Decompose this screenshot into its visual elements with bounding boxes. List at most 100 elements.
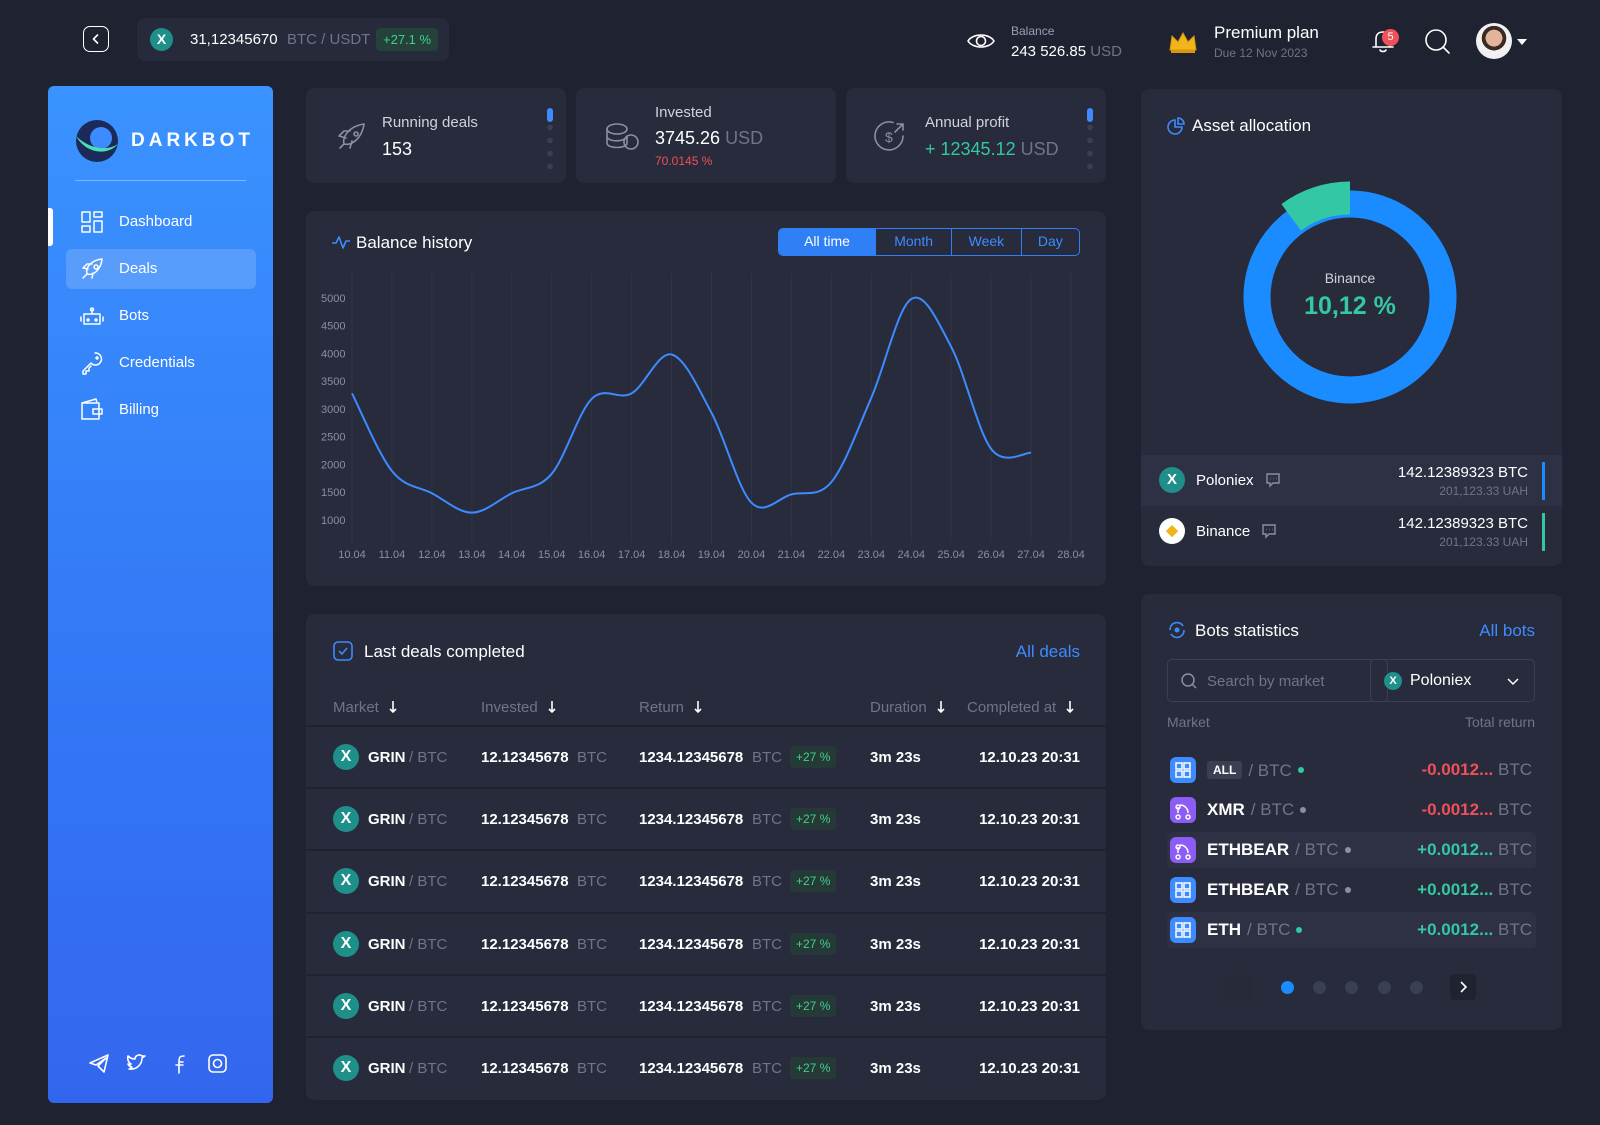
column-header[interactable]: Invested [481,700,556,715]
back-button[interactable] [83,26,109,52]
row-separator [306,973,1106,976]
panel-title: Balance history [356,233,473,252]
period-button[interactable]: Day [1020,229,1079,255]
column-header[interactable]: Duration [870,700,945,715]
invested-unit: BTC [577,1060,607,1077]
decoration [1507,678,1519,686]
deal-row[interactable]: X GRIN / BTC 12.12345678 BTC 1234.12345678 BTC… [306,914,1106,974]
stat-card: Invested 3745.26 USD 70.0145 % [576,88,836,183]
bot-row[interactable]: ALL / BTC -0.0012... BTC [1167,752,1536,788]
deal-row[interactable]: X GRIN / BTC 12.12345678 BTC 1234.12345678 BTC… [306,851,1106,911]
bot-row[interactable]: ETH / BTC +0.0012... BTC [1167,912,1536,948]
decoration [1169,621,1185,639]
ticker[interactable]: X 31,12345670 BTC / USDT +27.1 % [137,18,449,61]
page-dot[interactable] [1281,981,1294,994]
exchange-row[interactable]: ◆ Binance 142.12389323 BTC 201,123.33 UAH [1141,506,1562,557]
nav-item[interactable]: Billing [66,390,256,430]
panel-title: Bots statistics [1195,621,1299,640]
all-deals-link[interactable]: All deals [1015,642,1080,661]
bot-row[interactable]: XMR / BTC -0.0012... BTC [1167,792,1536,828]
column-header[interactable]: Return [639,700,702,715]
market-coin: GRIN [368,873,406,891]
facebook-icon[interactable] [175,1055,185,1074]
nav-item[interactable]: Bots [66,296,256,336]
bot-return: +0.0012... BTC [1417,921,1532,938]
stat-unit: USD [1020,139,1059,159]
decoration [1181,673,1195,687]
donut-center-label: Binance [1324,270,1376,286]
deal-row[interactable]: X GRIN / BTC 12.12345678 BTC 1234.12345678 BTC… [306,789,1106,849]
period-button[interactable]: All time [779,229,876,255]
bot-market: ETH / BTC [1207,921,1303,938]
decoration [1171,50,1195,53]
avatar-caret[interactable] [1517,39,1527,45]
coin-icon: X [333,806,359,833]
column-header[interactable]: Completed at [967,700,1074,715]
next-page[interactable] [1450,974,1476,1000]
pie-icon [1167,117,1185,135]
x-tick-label: 19.04 [698,549,726,561]
market-pair: / BTC [409,1060,448,1077]
search-input[interactable]: Search by market [1167,659,1388,702]
decoration [975,35,987,47]
coin-icon: X [333,992,359,1019]
decoration [338,647,348,656]
coin-icon: X [333,868,359,895]
nav-item[interactable]: Dashboard [66,202,256,242]
bot-row[interactable]: ETHBEAR / BTC +0.0012... BTC [1167,832,1536,868]
period-button[interactable]: Month [875,229,951,255]
bot-pair: / BTC [1295,880,1339,899]
search-icon[interactable] [1424,28,1452,56]
duration: 3m 23s [870,1060,921,1077]
nav-item[interactable]: Credentials [66,343,256,383]
sort-arrow [389,701,397,714]
x-tick-label: 27.04 [1017,549,1045,561]
decoration [76,136,118,152]
y-tick-label: 5000 [321,293,345,305]
prev-page[interactable] [1226,974,1252,1000]
period-button[interactable]: Week [951,229,1020,255]
bot-icon [1170,877,1196,903]
x-tick-label: 26.04 [977,549,1005,561]
market-value: Poloniex [1410,672,1472,689]
exchange-row[interactable]: X Poloniex 142.12389323 BTC 201,123.33 UAH [1141,455,1562,506]
decoration [1169,31,1197,51]
telegram-icon[interactable] [89,1054,109,1073]
nav-item[interactable]: Deals [66,249,256,289]
select-caret [1507,678,1519,686]
deal-row[interactable]: X GRIN / BTC 12.12345678 BTC 1234.12345678 BTC… [306,1038,1106,1098]
market-coin: GRIN [368,935,406,953]
avatar[interactable] [1476,23,1512,59]
profit-icon: $ [874,121,904,151]
return-change: +27 % [790,932,837,955]
deal-row[interactable]: X GRIN / BTC 12.12345678 BTC 1234.12345678 BTC… [306,727,1106,787]
row-separator [306,787,1106,790]
page-dot[interactable] [1410,981,1423,994]
balance-label: Balance [1011,24,1055,38]
y-tick-label: 1000 [321,515,345,527]
bot-pair: / BTC [1295,840,1339,859]
page-dot[interactable] [1378,981,1391,994]
coin-icon: X [333,744,359,770]
market-select[interactable]: X Poloniex [1370,659,1535,702]
market-coin: GRIN [368,1060,406,1077]
twitter-icon[interactable] [126,1054,146,1070]
all-bots-link[interactable]: All bots [1479,621,1535,640]
nav-icon-path [80,307,104,325]
instagram-icon[interactable] [208,1054,227,1073]
eye-icon[interactable] [967,31,995,51]
search-input-icon [1181,673,1197,689]
return-unit: BTC [1498,760,1532,779]
logo-text: DARKBOT [131,130,254,151]
invested-amount: 12.12345678 [481,811,569,829]
balance-unit: USD [1090,43,1122,60]
deal-row[interactable]: X GRIN / BTC 12.12345678 BTC 1234.12345678 BTC… [306,976,1106,1036]
page-dot[interactable] [1313,981,1326,994]
x-tick-label: 24.04 [897,549,925,561]
decoration [623,134,639,150]
invested-unit: BTC [577,997,607,1015]
column-header[interactable]: Market [333,700,397,715]
bot-row[interactable]: ETHBEAR / BTC +0.0012... BTC [1167,872,1536,908]
bot-market: XMR / BTC [1207,801,1307,818]
page-dot[interactable] [1345,981,1358,994]
